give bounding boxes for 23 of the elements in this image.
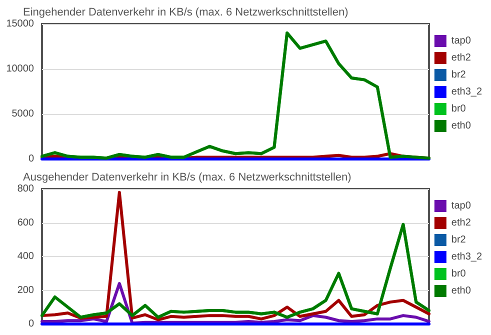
legend-label: br2 xyxy=(451,70,466,80)
y-tick-label: 0 xyxy=(28,318,34,330)
chart-title: Ausgehender Datenverkehr in KB/s (max. 6 Netzwerkschnittstellen) xyxy=(23,172,352,184)
y-tick-label: 200 xyxy=(17,284,34,296)
y-tick-label: 600 xyxy=(17,217,34,228)
legend-label: eth2 xyxy=(451,218,472,228)
y-tick-label: 0 xyxy=(28,154,34,164)
legend-label: eth0 xyxy=(451,120,472,132)
legend-label: tap0 xyxy=(451,200,472,212)
y-tick-label: 800 xyxy=(17,184,34,194)
legend-label: br0 xyxy=(451,268,466,280)
legend-label: br2 xyxy=(451,234,466,246)
legend-label: eth2 xyxy=(451,52,472,64)
legend-label: eth3_2 xyxy=(451,86,482,98)
y-tick-label: 10000 xyxy=(6,64,34,74)
legend-label: tap0 xyxy=(451,36,472,46)
legend-label: eth3_2 xyxy=(451,252,482,262)
y-tick-label: 5000 xyxy=(12,108,34,120)
y-tick-label: 15000 xyxy=(6,18,34,30)
y-tick-label: 400 xyxy=(17,251,34,262)
chart-title: Eingehender Datenverkehr in KB/s (max. 6 Netzwerkschnittstellen) xyxy=(23,6,348,18)
legend-label: eth0 xyxy=(451,286,472,296)
legend-label: br0 xyxy=(451,104,466,114)
